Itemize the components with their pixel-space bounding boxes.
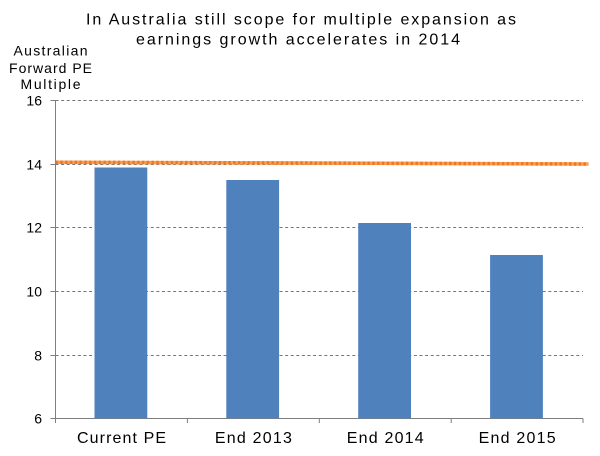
svg-text:End 2015: End 2015 [479,430,556,447]
svg-text:10: 10 [26,284,42,300]
svg-text:14: 14 [26,157,42,173]
svg-text:6: 6 [34,411,42,427]
svg-text:8: 8 [34,348,42,364]
svg-text:Forward PE: Forward PE [9,60,92,76]
svg-text:earnings growth accelerates in: earnings growth accelerates in 2014 [136,32,460,49]
svg-text:End 2014: End 2014 [347,430,424,447]
svg-text:Current PE: Current PE [77,430,166,447]
svg-text:End 2013: End 2013 [215,430,292,447]
svg-text:Australian: Australian [14,43,88,59]
svg-text:12: 12 [26,220,42,236]
svg-text:In Australia still scope for m: In Australia still scope for multiple ex… [86,12,516,29]
svg-text:Multiple: Multiple [21,76,81,92]
svg-text:16: 16 [26,93,42,109]
